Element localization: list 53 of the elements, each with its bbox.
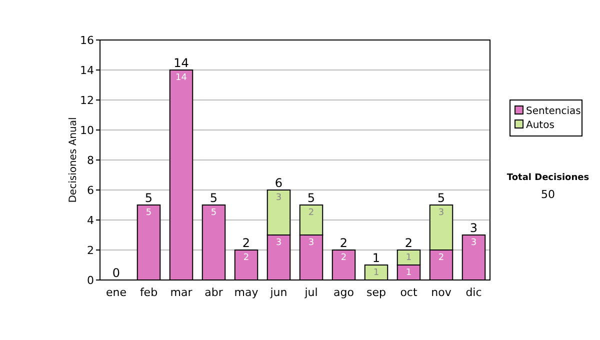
legend-label: Sentencias — [526, 106, 581, 117]
total-label: 2 — [404, 236, 413, 250]
total-label: 14 — [174, 56, 189, 70]
total-label: 1 — [372, 251, 380, 265]
x-tick-label: nov — [431, 286, 452, 299]
x-tick-label: ago — [334, 286, 354, 299]
total-label: 5 — [144, 191, 153, 205]
data-label: 3 — [470, 238, 477, 248]
y-tick-label: 4 — [87, 214, 94, 227]
legend-label: Autos — [526, 120, 554, 131]
x-tick-label: ene — [106, 286, 127, 299]
data-label: 5 — [146, 208, 152, 218]
total-label: 3 — [470, 221, 478, 235]
x-tick-label: abr — [204, 286, 224, 299]
text: Total Decisiones — [506, 173, 590, 183]
y-axis-title: Decisiones Anual — [68, 117, 79, 203]
y-tick-label: 16 — [80, 34, 94, 47]
y-tick-label: 10 — [80, 124, 94, 137]
data-label: 3 — [276, 238, 282, 248]
y-tick-label: 14 — [80, 64, 94, 77]
text: 50 — [541, 188, 555, 201]
y-tick-label: 6 — [87, 184, 94, 197]
y-tick-label: 12 — [80, 94, 94, 107]
x-tick-label: oct — [400, 286, 418, 299]
x-tick-label: sep — [366, 286, 386, 299]
total-label: 6 — [274, 176, 283, 190]
data-label: 1 — [373, 268, 380, 278]
y-tick-label: 0 — [87, 274, 94, 287]
data-label: 14 — [176, 73, 188, 83]
x-tick-label: jul — [304, 286, 318, 299]
data-label: 2 — [308, 208, 314, 218]
data-label: 2 — [438, 253, 444, 263]
data-label: 3 — [438, 208, 444, 218]
data-label: 2 — [340, 253, 347, 263]
total-label: 5 — [437, 191, 446, 205]
data-label: 1 — [406, 253, 412, 263]
x-tick-label: may — [234, 286, 259, 299]
total-label: 2 — [340, 236, 348, 250]
x-tick-label: mar — [170, 286, 193, 299]
data-label: 1 — [406, 268, 412, 278]
data-label: 3 — [276, 193, 282, 203]
total-label: 5 — [307, 191, 316, 205]
y-tick-label: 2 — [87, 244, 94, 257]
data-label: 5 — [210, 208, 217, 218]
x-tick-label: feb — [140, 286, 158, 299]
y-tick-label: 8 — [87, 154, 94, 167]
x-tick-label: dic — [466, 286, 482, 299]
total-label: 2 — [242, 236, 250, 250]
x-tick-label: jun — [269, 286, 288, 299]
total-label: 5 — [210, 191, 218, 205]
data-label: 3 — [308, 238, 314, 248]
total-label: 0 — [112, 266, 120, 280]
data-label: 2 — [243, 253, 250, 263]
